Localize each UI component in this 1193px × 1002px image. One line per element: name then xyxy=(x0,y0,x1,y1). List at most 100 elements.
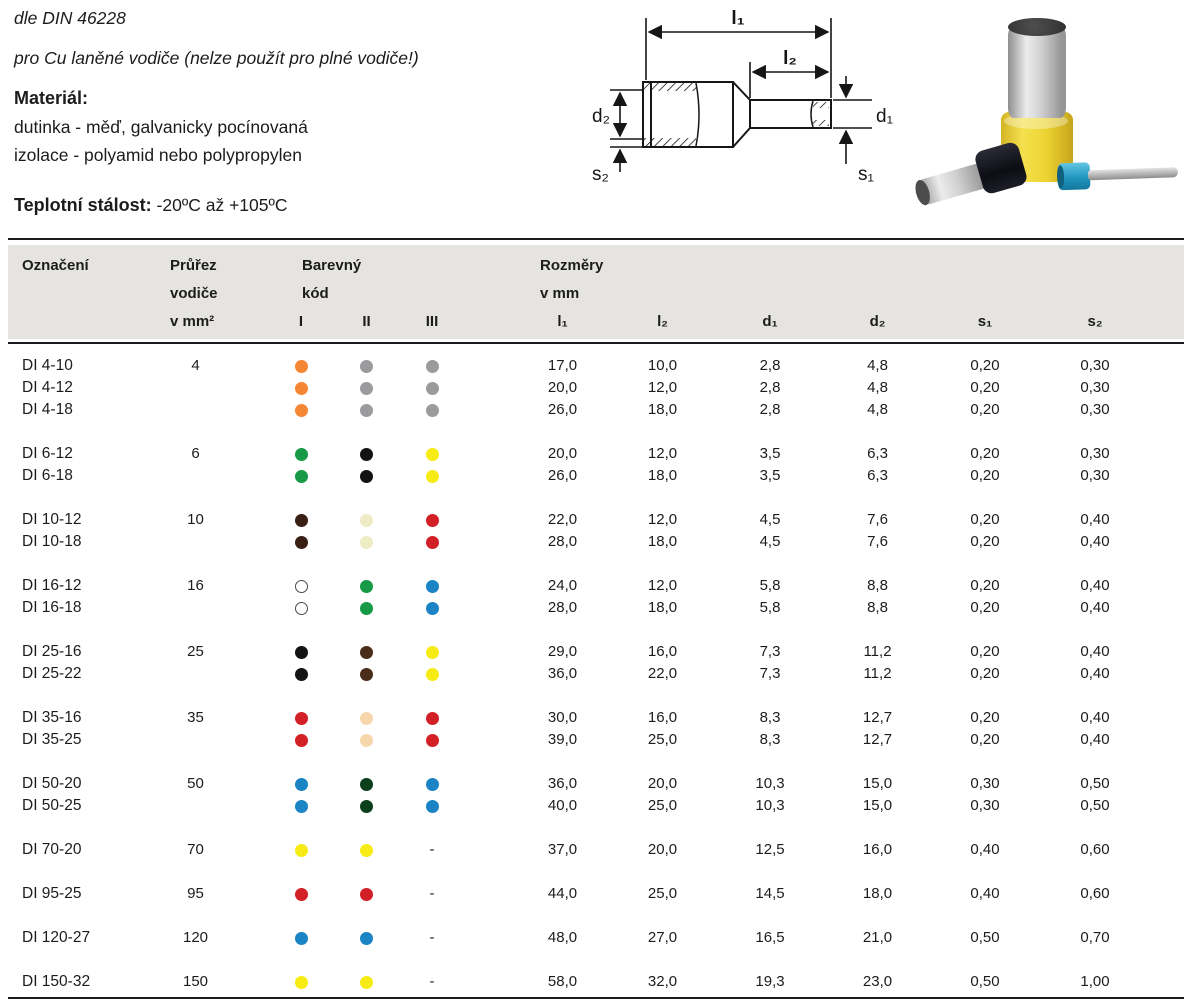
dim-value: 3,5 xyxy=(759,445,781,462)
color-dot xyxy=(268,729,334,751)
dim-value: 0,20 xyxy=(970,445,1000,462)
designation: DI 150-32 xyxy=(22,973,91,990)
row-group: DI 16-12 16 24,0 12,0 5,8 8,8 0,20 0,40 … xyxy=(8,575,1184,619)
red-color-dot xyxy=(294,711,308,725)
color-dot xyxy=(334,663,399,685)
dim-value: 22,0 xyxy=(547,511,578,528)
dim-value: 18,0 xyxy=(647,599,678,616)
dim-value: 0,20 xyxy=(970,467,1000,484)
spacer xyxy=(465,729,515,751)
green-color-dot xyxy=(360,579,373,593)
ferrule-outline xyxy=(642,81,832,148)
dim-value: 0,20 xyxy=(970,511,1000,528)
dim-value: 0,40 xyxy=(1080,599,1110,616)
cross-section: 16 xyxy=(187,577,204,594)
col-header-color-code-2: kód xyxy=(302,285,329,302)
table-header-rule xyxy=(8,342,1184,344)
temperature-label: Teplotní stálost: xyxy=(14,195,152,215)
blue-color-dot xyxy=(294,799,308,813)
spacer xyxy=(465,795,515,817)
cross-section xyxy=(153,597,238,619)
spacer xyxy=(465,377,515,399)
color-dot: - xyxy=(429,841,435,858)
spacer xyxy=(465,663,515,685)
col-header-cross-section-1: Průřez xyxy=(170,257,217,274)
blue-color-dot xyxy=(425,579,439,593)
row-group: DI 35-16 35 30,0 16,0 8,3 12,7 0,20 0,40… xyxy=(8,707,1184,751)
col-header-s1: s₁ xyxy=(977,313,993,330)
designation: DI 16-18 xyxy=(22,599,82,616)
dim-value: 14,5 xyxy=(755,885,785,902)
color-dot xyxy=(334,927,399,949)
dim-value: 18,0 xyxy=(647,533,678,550)
dim-value: 0,20 xyxy=(970,401,1000,418)
dim-value: 0,40 xyxy=(1080,731,1110,748)
color-dot xyxy=(268,839,334,861)
cross-section xyxy=(153,663,238,685)
dim-value: 0,30 xyxy=(1080,357,1110,374)
dim-value: 0,40 xyxy=(1080,665,1110,682)
dim-value: 0,20 xyxy=(970,643,1000,660)
dim-value: 0,40 xyxy=(1080,511,1110,528)
dim-value: 28,0 xyxy=(547,533,578,550)
ivory-color-dot xyxy=(360,535,373,549)
dim-value: 0,50 xyxy=(970,929,1000,946)
dim-value: 2,8 xyxy=(759,357,781,374)
col-header-color-I: I xyxy=(298,313,304,330)
dim-value: 0,20 xyxy=(970,533,1000,550)
row-group: DI 50-20 50 36,0 20,0 10,3 15,0 0,30 0,5… xyxy=(8,773,1184,817)
color-dot xyxy=(334,707,399,729)
orange-color-dot xyxy=(294,359,308,373)
designation: DI 25-16 xyxy=(22,643,82,660)
col-header-color-II: II xyxy=(362,313,371,330)
dimension-label-s1: s₁ xyxy=(858,164,874,185)
dim-value: 5,8 xyxy=(759,577,781,594)
dim-value: 6,3 xyxy=(867,445,888,462)
dim-value: 0,30 xyxy=(970,775,1000,792)
dim-value: 16,0 xyxy=(647,643,678,660)
gray-color-dot xyxy=(425,381,439,395)
dim-value: 0,40 xyxy=(1080,577,1110,594)
metal-tube-large xyxy=(1008,26,1066,118)
color-dot xyxy=(268,641,334,663)
cross-section xyxy=(153,377,238,399)
designation: DI 35-25 xyxy=(22,731,82,748)
blue-color-dot xyxy=(294,931,308,945)
color-dot xyxy=(268,509,334,531)
table-body: DI 4-10 4 17,0 10,0 2,8 4,8 0,20 0,30 DI… xyxy=(8,344,1184,993)
technical-drawing: l₁ l₂ d₂ s₂ d₁ s₁ xyxy=(588,0,910,212)
darkgreen-color-dot xyxy=(360,799,373,813)
yellow-color-dot xyxy=(425,667,439,681)
dim-value: 18,0 xyxy=(862,885,893,902)
dim-value: 30,0 xyxy=(547,709,578,726)
color-dot xyxy=(268,575,334,597)
white-color-dot xyxy=(294,579,308,593)
color-dot xyxy=(268,663,334,685)
spacer xyxy=(238,377,268,399)
col-header-dimensions-2: v mm xyxy=(540,285,580,302)
table-row: DI 16-12 16 24,0 12,0 5,8 8,8 0,20 0,40 xyxy=(8,575,1184,597)
color-dot xyxy=(399,575,465,597)
spacer xyxy=(238,795,268,817)
dim-value: 12,7 xyxy=(862,709,893,726)
dim-value: 0,40 xyxy=(970,885,1000,902)
color-dot xyxy=(268,707,334,729)
dim-value: 0,50 xyxy=(970,973,1000,990)
dim-value: 12,0 xyxy=(647,577,678,594)
color-dot xyxy=(334,971,399,993)
col-header-designation: Označení xyxy=(22,257,89,274)
spacer xyxy=(465,839,515,861)
designation: DI 70-20 xyxy=(22,841,82,858)
color-dot xyxy=(334,773,399,795)
dim-value: 26,0 xyxy=(547,467,578,484)
dim-value: 0,20 xyxy=(970,599,1000,616)
dim-value: 0,40 xyxy=(1080,709,1110,726)
dim-value: 7,3 xyxy=(759,665,781,682)
spacer xyxy=(238,773,268,795)
yellow-color-dot xyxy=(425,645,439,659)
spacer xyxy=(238,927,268,949)
dim-value: 8,3 xyxy=(759,731,781,748)
orange-color-dot xyxy=(294,403,308,417)
color-dot xyxy=(268,355,334,377)
